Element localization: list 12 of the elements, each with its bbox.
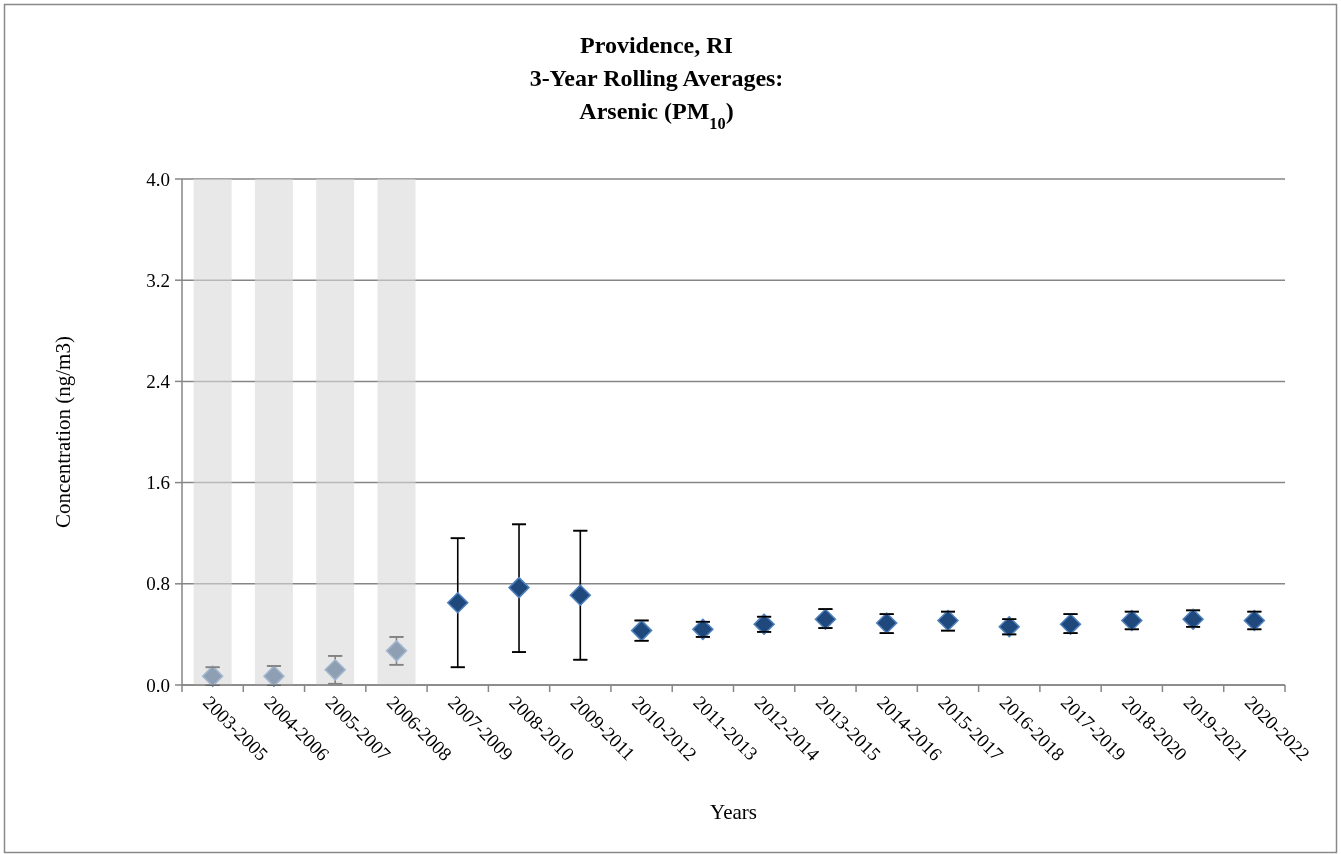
y-tick-label: 2.4 <box>146 371 171 393</box>
y-tick-label: 0.8 <box>146 573 170 595</box>
y-tick-label: 1.6 <box>146 472 170 494</box>
y-tick-label: 0.0 <box>146 674 170 696</box>
y-tick-label: 3.2 <box>146 269 170 291</box>
point <box>569 584 592 606</box>
point <box>508 576 530 599</box>
y-axis-title: Concentration (ng/m3) <box>51 336 75 528</box>
point <box>447 592 469 614</box>
y-tick-label: 4.0 <box>146 168 170 190</box>
chart-title: Providence, RI 3-Year Rolling Averages: Arsenic (PM$_{10}$) <box>529 32 784 133</box>
x-axis-title: Years <box>710 800 757 824</box>
